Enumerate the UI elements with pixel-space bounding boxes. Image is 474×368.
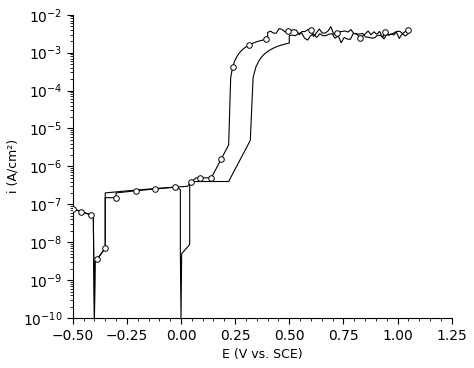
X-axis label: E (V vs. SCE): E (V vs. SCE) — [222, 348, 302, 361]
Y-axis label: i (A/cm²): i (A/cm²) — [7, 139, 20, 194]
